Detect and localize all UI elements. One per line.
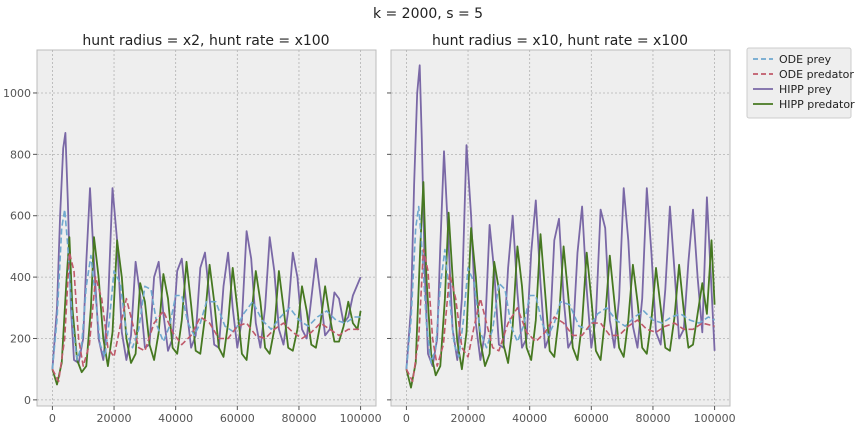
series-line-ode-predator <box>405 248 715 383</box>
legend: ODE prey ODE predator HIPP prey HIPP predat… <box>746 47 855 119</box>
legend-label: ODE prey <box>779 53 832 66</box>
y-tick-label: 800 <box>10 148 31 161</box>
x-tick-label: 60000 <box>220 412 255 425</box>
x-tick-label: 20000 <box>451 412 486 425</box>
left-subplot-title: hunt radius = x2, hunt rate = x100 <box>82 33 329 49</box>
series-line-hipp-prey <box>405 64 716 370</box>
legend-label: HIPP predator <box>779 98 855 111</box>
plot-area <box>36 49 377 407</box>
y-tick-label: 1000 <box>3 87 31 100</box>
x-tick-label: 0 <box>49 412 56 425</box>
y-tick-label: 200 <box>10 332 31 345</box>
y-tick-label: 400 <box>10 271 31 284</box>
right-subplot: hunt radius = x10, hunt rate = x100 0 200… <box>387 33 736 425</box>
x-tick-label: 100000 <box>340 412 382 425</box>
x-tick-label: 20000 <box>97 412 132 425</box>
x-tick-label: 80000 <box>635 412 670 425</box>
series-line-ode-predator <box>51 251 361 383</box>
x-tick-label: 40000 <box>512 412 547 425</box>
x-tick-label: 60000 <box>574 412 609 425</box>
figure-suptitle: k = 2000, s = 5 <box>373 6 483 22</box>
left-subplot: hunt radius = x2, hunt rate = x100 0 2000… <box>3 33 382 425</box>
legend-label: ODE predator <box>779 68 854 81</box>
legend-label: HIPP prey <box>779 83 832 96</box>
x-tick-label: 40000 <box>158 412 193 425</box>
series-line-hipp-predator <box>405 181 716 389</box>
legend-box <box>746 47 852 119</box>
x-tick-label: 0 <box>403 412 410 425</box>
right-subplot-title: hunt radius = x10, hunt rate = x100 <box>432 33 688 49</box>
x-tick-label: 80000 <box>281 412 316 425</box>
y-tick-label: 600 <box>10 210 31 223</box>
series-line-hipp-prey <box>51 131 362 370</box>
x-tick-label: 100000 <box>694 412 736 425</box>
series-line-ode-prey <box>51 208 361 370</box>
y-tick-label: 0 <box>24 394 31 407</box>
